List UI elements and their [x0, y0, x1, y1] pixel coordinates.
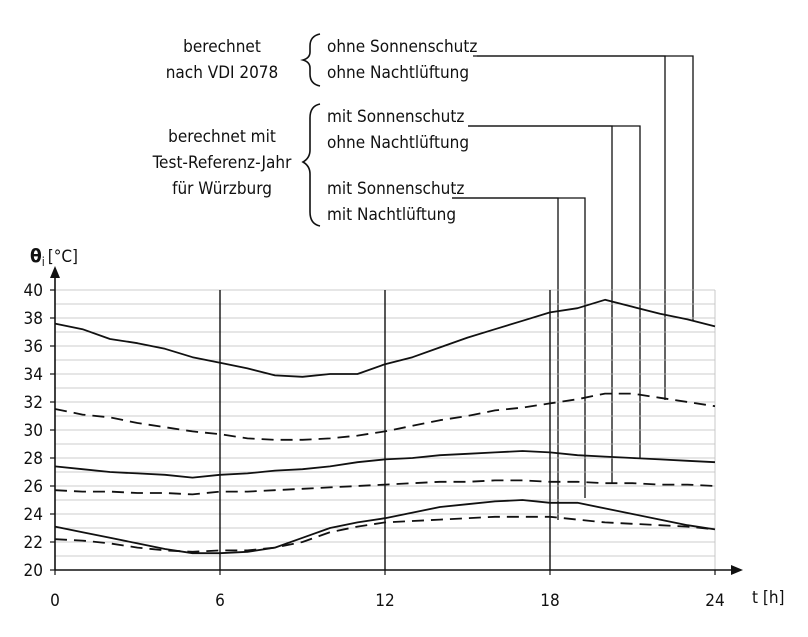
x-axis-arrow: [731, 565, 743, 575]
y-tick-label: 28: [24, 449, 43, 469]
x-tick-label: 18: [540, 591, 559, 611]
leader-lines: [452, 55, 694, 520]
x-axis-label: t [h]: [752, 588, 784, 608]
leader-line-2b: [468, 125, 613, 484]
group2-label-line1: berechnet mit: [168, 127, 276, 147]
leader-line-2a: [468, 125, 641, 458]
y-tick-label: 32: [24, 393, 43, 413]
series-line-4-dashed: [54, 479, 716, 496]
tick-labels: 20 22 24 26 28 30 32 34 36 38 40 0 6 12 18 24: [24, 281, 725, 611]
y-tick-label: 34: [24, 365, 43, 385]
series-line-2-dashed: [54, 392, 716, 441]
group1-label-line2: nach VDI 2078: [166, 63, 279, 83]
y-tick-label: 38: [24, 309, 43, 329]
group2-brace: [301, 103, 321, 227]
series-lines: [54, 298, 716, 555]
x-tick-label: 6: [215, 591, 225, 611]
group2-label-line2: Test-Referenz-Jahr: [152, 153, 292, 173]
leader-line-3b: [452, 197, 559, 520]
axes: [50, 266, 743, 575]
group1-item2: ohne Nachtlüftung: [327, 63, 469, 83]
x-tick-label: 12: [375, 591, 394, 611]
y-tick-label: 26: [24, 477, 43, 497]
y-tick-label: 22: [24, 533, 43, 553]
y-axis-label: θi [°C]: [30, 245, 78, 269]
series-line-6-dashed: [54, 515, 716, 553]
group2a-item1: mit Sonnenschutz: [327, 107, 464, 127]
group1-brace: [300, 33, 321, 87]
y-tick-label: 24: [24, 505, 43, 525]
x-tick-label: 0: [50, 591, 60, 611]
series-line-5-solid: [54, 499, 716, 555]
leader-line-1b: [477, 55, 666, 400]
group1-item1: ohne Sonnenschutz: [327, 37, 477, 57]
x-tick-label: 24: [705, 591, 724, 611]
series-line-3-solid: [54, 450, 716, 479]
group1-label-line1: berechnet: [183, 37, 261, 57]
leader-line-1a: [473, 55, 694, 320]
group2b-item1: mit Sonnenschutz: [327, 179, 464, 199]
group2-label-line3: für Würzburg: [172, 179, 272, 199]
group2b-item2: mit Nachtlüftung: [327, 205, 456, 225]
y-tick-label: 40: [24, 281, 43, 301]
y-tick-label: 30: [24, 421, 43, 441]
y-axis-arrow: [50, 266, 60, 278]
group2a-item2: ohne Nachtlüftung: [327, 133, 469, 153]
y-tick-label: 36: [24, 337, 43, 357]
y-tick-label: 20: [24, 561, 43, 581]
vertical-markers: [219, 290, 551, 570]
series-line-1-solid: [54, 298, 716, 378]
